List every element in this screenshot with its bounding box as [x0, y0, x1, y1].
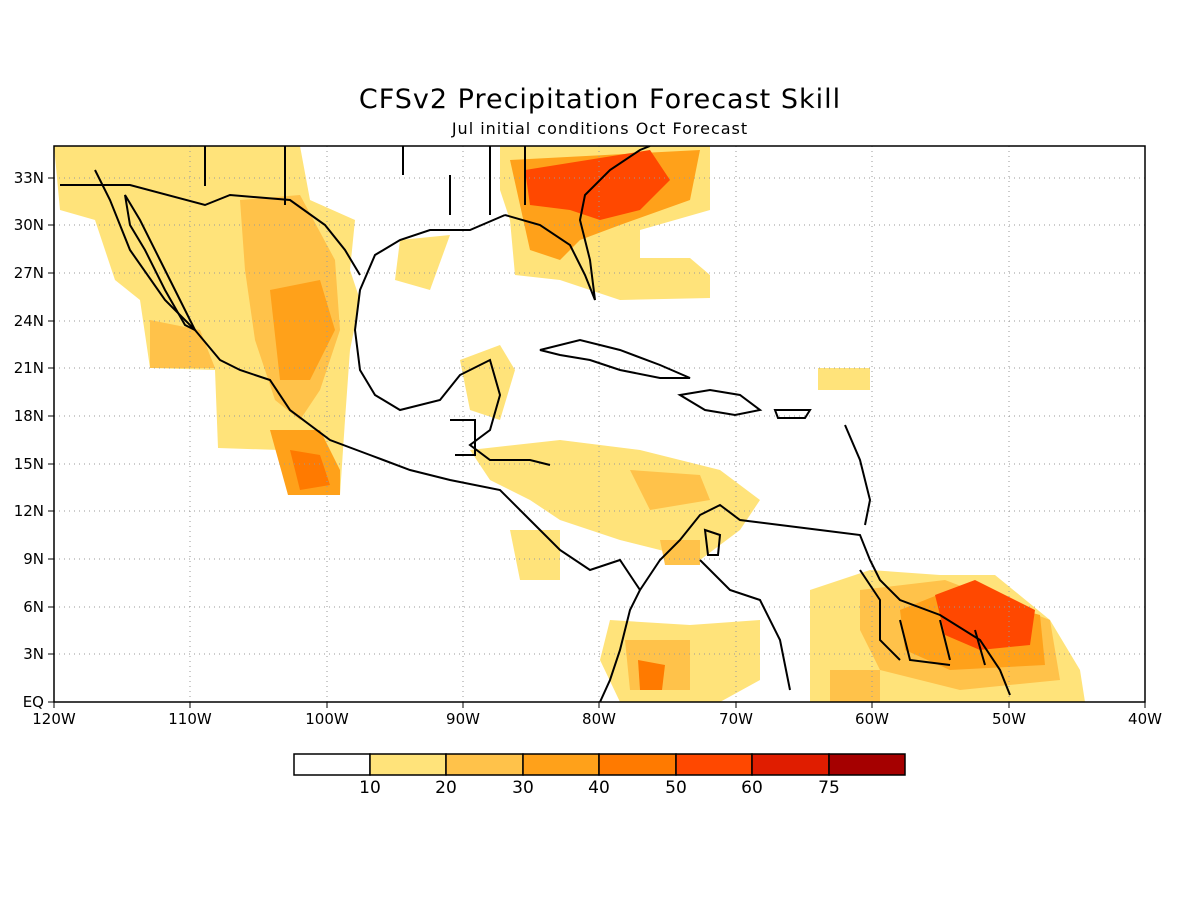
skill-area-gulf — [395, 235, 450, 290]
lon-label: 80W — [582, 710, 616, 728]
lat-label: EQ — [23, 693, 44, 711]
coast-puerto-rico — [773, 409, 812, 419]
colorbar-swatch — [675, 753, 753, 776]
lat-label: 12N — [14, 502, 44, 520]
colorbar-label: 60 — [741, 778, 763, 798]
skill-area-baja — [150, 320, 215, 368]
coast-lake-maracaibo — [703, 528, 722, 556]
lat-label: 30N — [14, 216, 44, 234]
lat-label: 6N — [23, 598, 44, 616]
colorbar-labels: 10 20 30 40 50 60 75 — [359, 778, 840, 798]
lat-label: 3N — [23, 645, 44, 663]
colorbar-swatch — [751, 753, 830, 776]
lon-label: 120W — [32, 710, 76, 728]
coast-hispaniola — [677, 388, 763, 417]
colorbar-swatch — [369, 753, 447, 776]
axis-ticks — [48, 177, 1146, 708]
colorbar-label: 50 — [665, 778, 687, 798]
colorbar-label: 75 — [818, 778, 840, 798]
skill-area-amazon — [830, 670, 880, 702]
coast-antilles — [844, 424, 872, 526]
lon-label: 90W — [446, 710, 480, 728]
lon-labels: 120W 110W 100W 90W 80W 70W 60W 50W 40W — [32, 710, 1162, 728]
lon-label: 100W — [305, 710, 349, 728]
skill-area-colombia-coast — [660, 540, 700, 565]
coastlines — [60, 146, 1011, 702]
lon-label: 110W — [168, 710, 212, 728]
colorbar-swatch — [445, 753, 524, 776]
border-colombia-venezuela — [699, 559, 791, 691]
border-venezuela-guyana — [859, 569, 901, 661]
colorbar-swatch — [828, 753, 906, 776]
colorbar — [293, 753, 906, 776]
lon-label: 50W — [992, 710, 1026, 728]
coast-south-america-north — [639, 503, 1011, 696]
skill-shading — [54, 146, 1085, 702]
lon-label: 70W — [719, 710, 753, 728]
map-grid — [54, 146, 1145, 702]
coast-florida — [504, 146, 651, 301]
coast-gulf-mexico — [353, 214, 551, 466]
lon-label: 60W — [855, 710, 889, 728]
skill-area-colombia-core — [638, 660, 665, 690]
colorbar-swatch — [522, 753, 600, 776]
lat-label: 15N — [14, 455, 44, 473]
map-title: CFSv2 Precipitation Forecast Skill — [358, 84, 842, 115]
border-guyana-suriname — [899, 619, 951, 666]
skill-area-mexico-inner — [270, 280, 335, 380]
lat-label: 24N — [14, 312, 44, 330]
coast-mexico-pacific — [94, 169, 642, 702]
colorbar-label: 40 — [588, 778, 610, 798]
border-mexico-guatemala — [450, 419, 476, 456]
border-us-mexico — [60, 184, 361, 276]
skill-area-yucatan — [460, 345, 515, 420]
colorbar-label: 10 — [359, 778, 381, 798]
colorbar-label: 20 — [435, 778, 457, 798]
colorbar-swatch — [293, 753, 371, 776]
skill-area-se-us-core — [525, 150, 670, 220]
skill-area-sw-mexico-core — [290, 450, 330, 490]
lon-label: 40W — [1128, 710, 1162, 728]
skill-area-panama — [510, 530, 560, 580]
lat-label: 18N — [14, 407, 44, 425]
coast-cuba — [539, 338, 691, 379]
skill-area-guianas-core — [935, 580, 1035, 650]
colorbar-label: 30 — [512, 778, 534, 798]
coast-baja — [124, 194, 198, 333]
colorbar-swatch — [598, 753, 677, 776]
lat-label: 27N — [14, 264, 44, 282]
lat-label: 9N — [23, 550, 44, 568]
skill-area-east-caribbean — [818, 368, 870, 390]
lat-label: 33N — [14, 169, 44, 187]
lat-label: 21N — [14, 359, 44, 377]
skill-area-caribbean-mid — [630, 470, 710, 510]
border-us-states — [204, 146, 526, 215]
border-suriname-fguiana — [939, 619, 986, 666]
lat-labels: EQ 3N 6N 9N 12N 15N 18N 21N 24N 27N 30N … — [14, 169, 44, 711]
map-subtitle: Jul initial conditions Oct Forecast — [451, 119, 749, 138]
